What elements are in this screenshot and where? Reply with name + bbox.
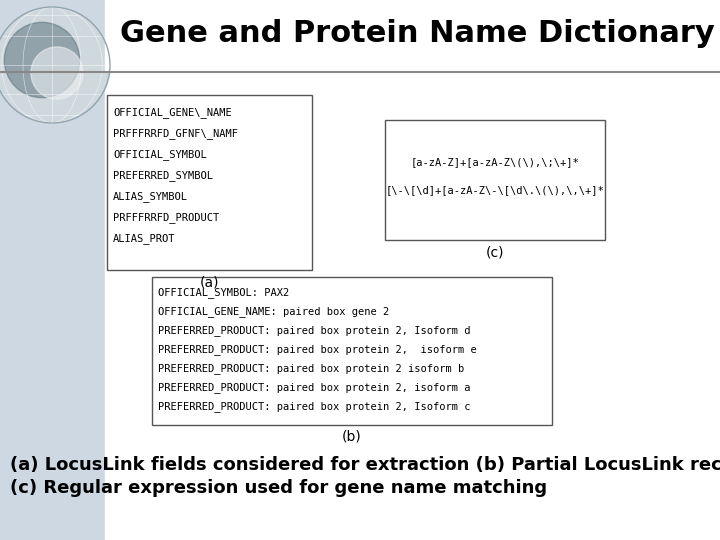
- Text: (c) Regular expression used for gene name matching: (c) Regular expression used for gene nam…: [10, 479, 547, 497]
- Text: [a-zA-Z]+[a-zA-Z\(\),\;\+]*: [a-zA-Z]+[a-zA-Z\(\),\;\+]*: [410, 157, 580, 167]
- Text: (a): (a): [199, 275, 220, 289]
- Text: PREFERRED_PRODUCT: paired box protein 2 isoform b: PREFERRED_PRODUCT: paired box protein 2 …: [158, 363, 464, 374]
- Text: OFFICIAL_GENE\_NAME: OFFICIAL_GENE\_NAME: [113, 107, 232, 118]
- Bar: [0, 0, 105, 540]
- Text: OFFICIAL_GENE_NAME: paired box gene 2: OFFICIAL_GENE_NAME: paired box gene 2: [158, 307, 390, 318]
- Text: OFFICIAL_SYMBOL: PAX2: OFFICIAL_SYMBOL: PAX2: [158, 287, 289, 299]
- Text: PREFERRED_PRODUCT: paired box protein 2, Isoform d: PREFERRED_PRODUCT: paired box protein 2,…: [158, 326, 470, 336]
- Bar: [152, 277, 552, 425]
- Text: PREFERRED_PRODUCT: paired box protein 2, Isoform c: PREFERRED_PRODUCT: paired box protein 2,…: [158, 402, 470, 413]
- Circle shape: [31, 47, 83, 99]
- Bar: [105, 72, 720, 540]
- Text: PREFERRED_SYMBOL: PREFERRED_SYMBOL: [113, 171, 213, 181]
- Circle shape: [0, 7, 110, 123]
- Text: ALIAS_SYMBOL: ALIAS_SYMBOL: [113, 192, 188, 202]
- Text: ALIAS_PROT: ALIAS_PROT: [113, 233, 176, 245]
- Text: (a) LocusLink fields considered for extraction (b) Partial LocusLink record: (a) LocusLink fields considered for extr…: [10, 456, 720, 474]
- Text: (c): (c): [486, 245, 504, 259]
- Text: (b): (b): [342, 430, 362, 444]
- Bar: [385, 120, 605, 240]
- Text: PRFFFRRFD_GFNF\_NAMF: PRFFFRRFD_GFNF\_NAMF: [113, 129, 238, 139]
- Text: Gene and Protein Name Dictionary: Gene and Protein Name Dictionary: [120, 18, 715, 48]
- Text: [\-\[\d]+[a-zA-Z\-\[\d\.\(\),\,\+]*: [\-\[\d]+[a-zA-Z\-\[\d\.\(\),\,\+]*: [386, 185, 604, 195]
- Bar: [105, 0, 720, 70]
- Text: PRFFFRRFD_PRODUCT: PRFFFRRFD_PRODUCT: [113, 213, 220, 224]
- Circle shape: [4, 22, 80, 98]
- Text: OFFICIAL_SYMBOL: OFFICIAL_SYMBOL: [113, 150, 207, 160]
- Text: PREFERRED_PRODUCT: paired box protein 2,  isoform e: PREFERRED_PRODUCT: paired box protein 2,…: [158, 345, 477, 355]
- Bar: [107, 95, 312, 270]
- Text: PREFERRED_PRODUCT: paired box protein 2, isoform a: PREFERRED_PRODUCT: paired box protein 2,…: [158, 382, 470, 394]
